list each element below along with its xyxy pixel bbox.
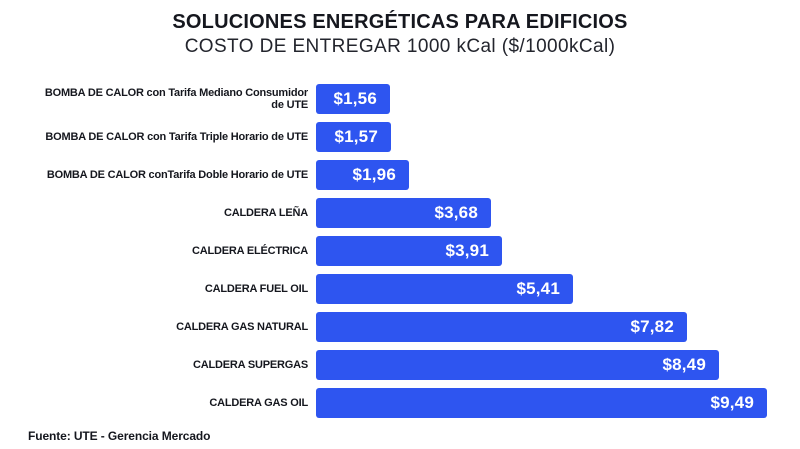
bar-row: CALDERA FUEL OIL $5,41: [0, 274, 800, 304]
bar: $1,96: [316, 160, 409, 190]
category-label: CALDERA ELÉCTRICA: [192, 244, 308, 257]
value-label: $3,68: [434, 203, 478, 222]
bar-row: BOMBA DE CALOR con Tarifa Mediano Consum…: [0, 84, 800, 114]
value-label: $5,41: [516, 279, 560, 298]
chart-title: SOLUCIONES ENERGÉTICAS PARA EDIFICIOS: [172, 11, 628, 33]
value-label: $9,49: [710, 393, 754, 412]
category-label: CALDERA SUPERGAS: [193, 358, 308, 371]
bar-track: $5,41: [316, 274, 800, 304]
bar-track: $1,96: [316, 160, 800, 190]
bar-chart: BOMBA DE CALOR con Tarifa Mediano Consum…: [0, 84, 800, 418]
bar-row: CALDERA GAS OIL $9,49: [0, 388, 800, 418]
bar-row: CALDERA GAS NATURAL $7,82: [0, 312, 800, 342]
bar-track: $7,82: [316, 312, 800, 342]
bar: $9,49: [316, 388, 767, 418]
source-note: Fuente: UTE - Gerencia Mercado: [28, 429, 211, 443]
bar-track: $3,91: [316, 236, 800, 266]
category-label: BOMBA DE CALOR con Tarifa Triple Horario…: [45, 130, 308, 143]
bar-row: BOMBA DE CALOR con Tarifa Triple Horario…: [0, 122, 800, 152]
category-label: CALDERA GAS OIL: [209, 396, 308, 409]
chart-subtitle: COSTO DE ENTREGAR 1000 kCal ($/1000kCal): [184, 36, 616, 57]
bar-row: CALDERA LEÑA $3,68: [0, 198, 800, 228]
category-label: BOMBA DE CALOR con Tarifa Mediano Consum…: [44, 86, 308, 112]
category-label: CALDERA LEÑA: [224, 206, 308, 219]
bar: $8,49: [316, 350, 719, 380]
bar: $1,57: [316, 122, 391, 152]
bar-track: $1,56: [316, 84, 800, 114]
value-label: $1,57: [334, 127, 378, 146]
bar-track: $1,57: [316, 122, 800, 152]
bar-track: $3,68: [316, 198, 800, 228]
value-label: $3,91: [445, 241, 489, 260]
bar-track: $8,49: [316, 350, 800, 380]
category-label: CALDERA GAS NATURAL: [176, 320, 308, 333]
value-label: $1,96: [352, 165, 396, 184]
bar: $5,41: [316, 274, 573, 304]
bar: $7,82: [316, 312, 687, 342]
value-label: $8,49: [662, 355, 706, 374]
bar-row: CALDERA ELÉCTRICA $3,91: [0, 236, 800, 266]
bar-track: $9,49: [316, 388, 800, 418]
bar-row: BOMBA DE CALOR conTarifa Doble Horario d…: [0, 160, 800, 190]
bar: $1,56: [316, 84, 390, 114]
category-label: BOMBA DE CALOR conTarifa Doble Horario d…: [46, 168, 308, 181]
value-label: $1,56: [333, 89, 377, 108]
bar-row: CALDERA SUPERGAS $8,49: [0, 350, 800, 380]
bar: $3,68: [316, 198, 491, 228]
value-label: $7,82: [630, 317, 674, 336]
bar: $3,91: [316, 236, 502, 266]
category-label: CALDERA FUEL OIL: [204, 282, 308, 295]
chart-header: SOLUCIONES ENERGÉTICAS PARA EDIFICIOS CO…: [0, 0, 800, 58]
